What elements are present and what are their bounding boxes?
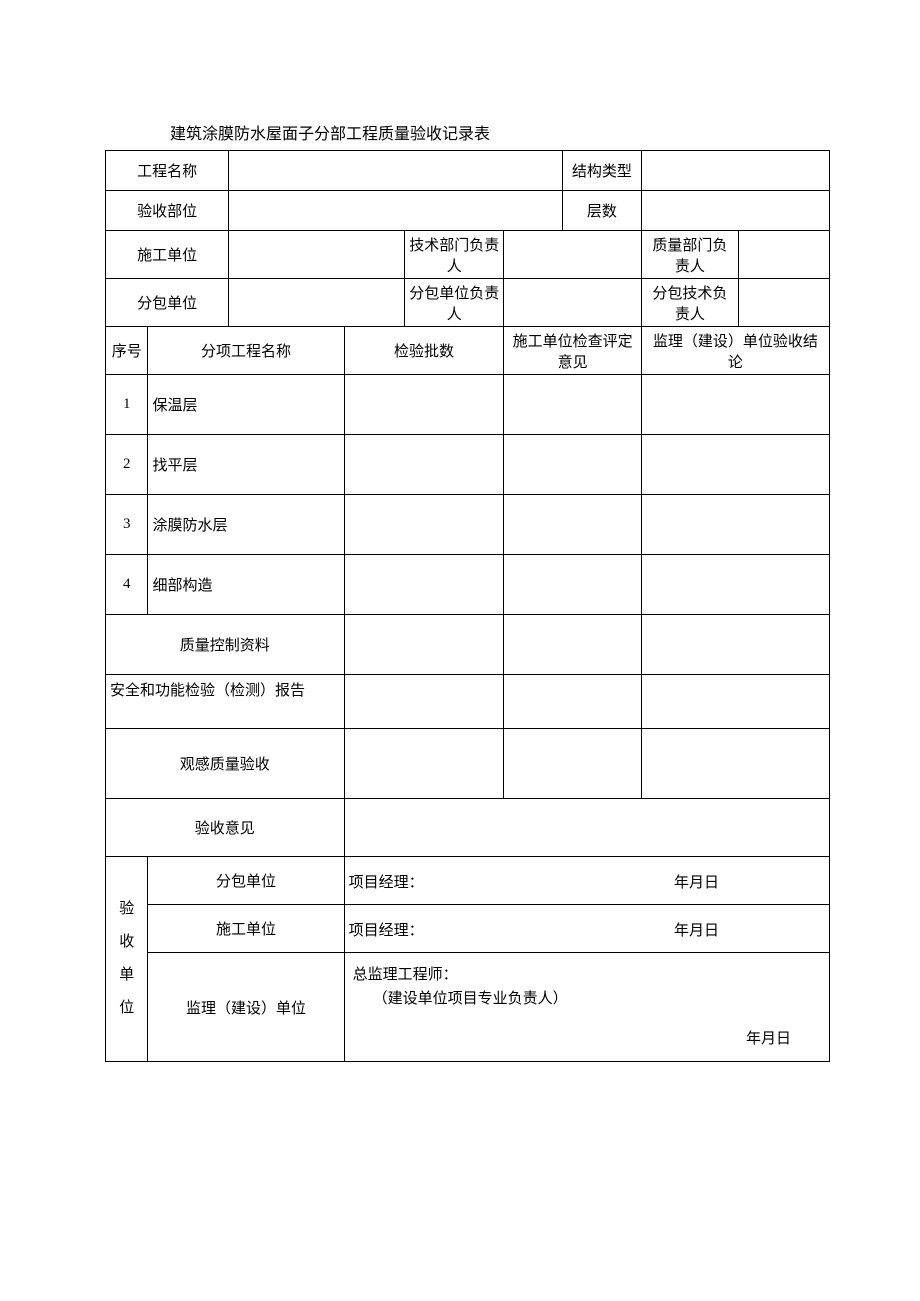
label-project-name: 工程名称 [106,151,229,191]
label-subcontract-head: 分包单位负责人 [405,279,504,327]
item-batch-2 [344,435,504,495]
value-subcontract-unit [229,279,405,327]
label-pm-1: 项目经理： [349,871,424,892]
value-safety-opinion [504,675,642,729]
item-conclusion-4 [641,555,829,615]
value-subcontract-tech-head [738,279,829,327]
label-sign-subcontract: 分包单位 [148,857,344,905]
sign-subcontract-cell: 项目经理： 年月日 [344,857,829,905]
sign-construction-cell: 项目经理： 年月日 [344,905,829,953]
label-tech-dept-head: 技术部门负责人 [405,231,504,279]
label-chief-engineer: 总监理工程师： [353,963,821,987]
value-acceptance-part [229,191,563,231]
label-subcontract-tech-head: 分包技术负责人 [641,279,738,327]
value-floor-count [641,191,829,231]
label-acceptance-part: 验收部位 [106,191,229,231]
value-safety-batch [344,675,504,729]
label-subcontract-unit: 分包单位 [106,279,229,327]
item-name-2: 找平层 [148,435,344,495]
item-name-4: 细部构造 [148,555,344,615]
value-safety-conclusion [641,675,829,729]
label-sign-supervision: 监理（建设）单位 [148,953,344,1062]
label-date-2: 年月日 [674,919,719,940]
item-no-1: 1 [106,375,148,435]
item-conclusion-3 [641,495,829,555]
document-title: 建筑涂膜防水屋面子分部工程质量验收记录表 [105,120,830,144]
label-visual-quality: 观感质量验收 [106,729,345,799]
value-structure-type [641,151,829,191]
value-construction-unit [229,231,405,279]
label-date-3: 年月日 [353,1027,821,1051]
label-acceptance-opinion: 验收意见 [106,799,345,857]
label-safety-report: 安全和功能检验（检测）报告 [106,675,345,729]
value-visual-batch [344,729,504,799]
item-name-1: 保温层 [148,375,344,435]
label-floor-count: 层数 [563,191,642,231]
value-project-name [229,151,563,191]
form-table: 工程名称 结构类型 验收部位 层数 施工单位 技术部门负责人 质量部门负责人 分… [105,150,830,1062]
label-sign-construction: 施工单位 [148,905,344,953]
item-conclusion-1 [641,375,829,435]
value-acceptance-opinion [344,799,829,857]
header-inspection-batch: 检验批数 [344,327,504,375]
header-construction-opinion: 施工单位检查评定意见 [504,327,642,375]
item-opinion-1 [504,375,642,435]
label-quality-control-doc: 质量控制资料 [106,615,345,675]
value-quality-dept-head [738,231,829,279]
item-no-3: 3 [106,495,148,555]
label-construction-unit: 施工单位 [106,231,229,279]
label-construction-pro-head: （建设单位项目专业负责人） [353,987,821,1011]
header-seq-no: 序号 [106,327,148,375]
label-quality-dept-head: 质量部门负责人 [641,231,738,279]
item-batch-4 [344,555,504,615]
value-quality-control-batch [344,615,504,675]
label-date-1: 年月日 [674,871,719,892]
item-opinion-3 [504,495,642,555]
item-conclusion-2 [641,435,829,495]
value-tech-dept-head [504,231,642,279]
value-visual-conclusion [641,729,829,799]
item-opinion-2 [504,435,642,495]
item-no-2: 2 [106,435,148,495]
item-name-3: 涂膜防水层 [148,495,344,555]
item-no-4: 4 [106,555,148,615]
item-batch-3 [344,495,504,555]
value-quality-control-opinion [504,615,642,675]
item-batch-1 [344,375,504,435]
item-opinion-4 [504,555,642,615]
value-quality-control-conclusion [641,615,829,675]
sign-supervision-cell: 总监理工程师： （建设单位项目专业负责人） 年月日 [344,953,829,1062]
header-supervision-conclusion: 监理（建设）单位验收结论 [641,327,829,375]
value-subcontract-head [504,279,642,327]
value-visual-opinion [504,729,642,799]
label-pm-2: 项目经理： [349,919,424,940]
label-acceptance-unit: 验 收 单 位 [106,857,148,1062]
label-structure-type: 结构类型 [563,151,642,191]
header-subitem-name: 分项工程名称 [148,327,344,375]
